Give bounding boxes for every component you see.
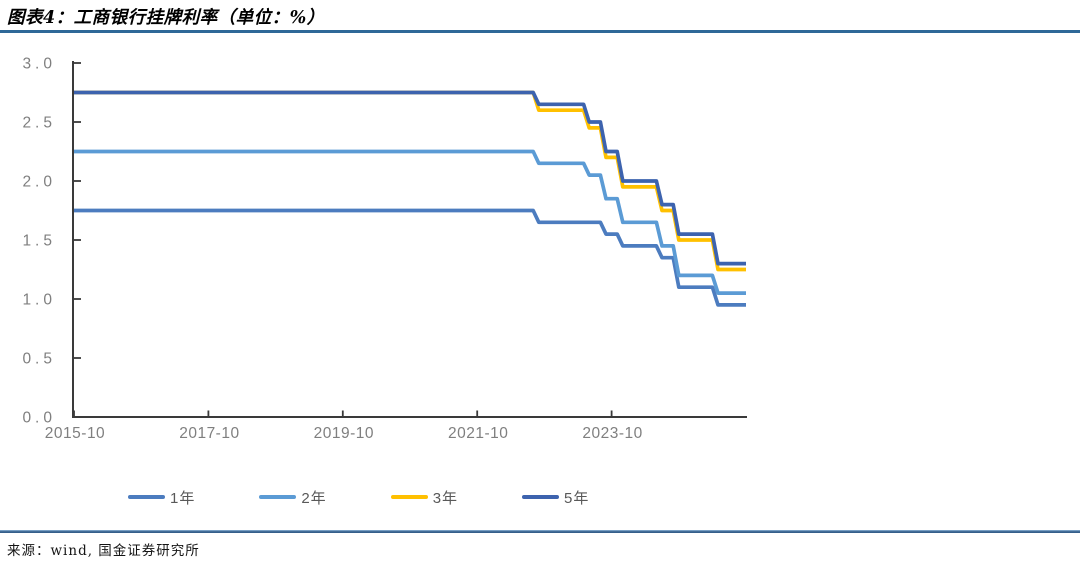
legend-label: 3年: [432, 489, 459, 507]
footer-divider: [0, 530, 1080, 533]
y-tick-label: 3.0: [22, 56, 56, 73]
legend-item: 1年: [128, 487, 195, 507]
x-tick-label: 2017-10: [179, 425, 239, 442]
x-tick-label: 2015-10: [45, 425, 105, 442]
y-tick-label: 2.0: [22, 174, 56, 191]
x-tick-label: 2019-10: [314, 425, 374, 442]
series-line-5年: [74, 90, 746, 266]
legend-label: 1年: [170, 489, 196, 507]
x-tick-label: 2021-10: [448, 425, 508, 442]
legend-label: 5年: [564, 489, 590, 507]
y-tick-label: 0.0: [22, 410, 56, 427]
y-tick-label: 1.5: [22, 233, 56, 250]
source-note: 来源：wind, 国金证券研究所: [7, 543, 200, 559]
figure-title: 图表4：工商银行挂牌利率（单位：%）: [7, 8, 325, 28]
legend-item: 2年: [259, 487, 326, 507]
legend-swatch-icon: [390, 494, 428, 500]
legend-swatch-icon: [259, 494, 297, 500]
series-line-2年: [74, 149, 746, 295]
chart-legend: 1年 2年 3年 5年: [128, 487, 589, 507]
y-tick-label: 1.0: [22, 292, 56, 309]
x-tick-label: 2023-10: [582, 425, 642, 442]
title-underline: [0, 30, 1080, 33]
legend-item: 3年: [390, 487, 459, 507]
y-tick-label: 0.5: [22, 351, 56, 368]
legend-item: 5年: [522, 487, 589, 507]
legend-label: 2年: [301, 489, 327, 507]
legend-swatch-icon: [128, 494, 165, 500]
legend-swatch-icon: [522, 494, 560, 500]
y-tick-label: 2.5: [22, 115, 56, 132]
series-line-1年: [74, 208, 746, 307]
